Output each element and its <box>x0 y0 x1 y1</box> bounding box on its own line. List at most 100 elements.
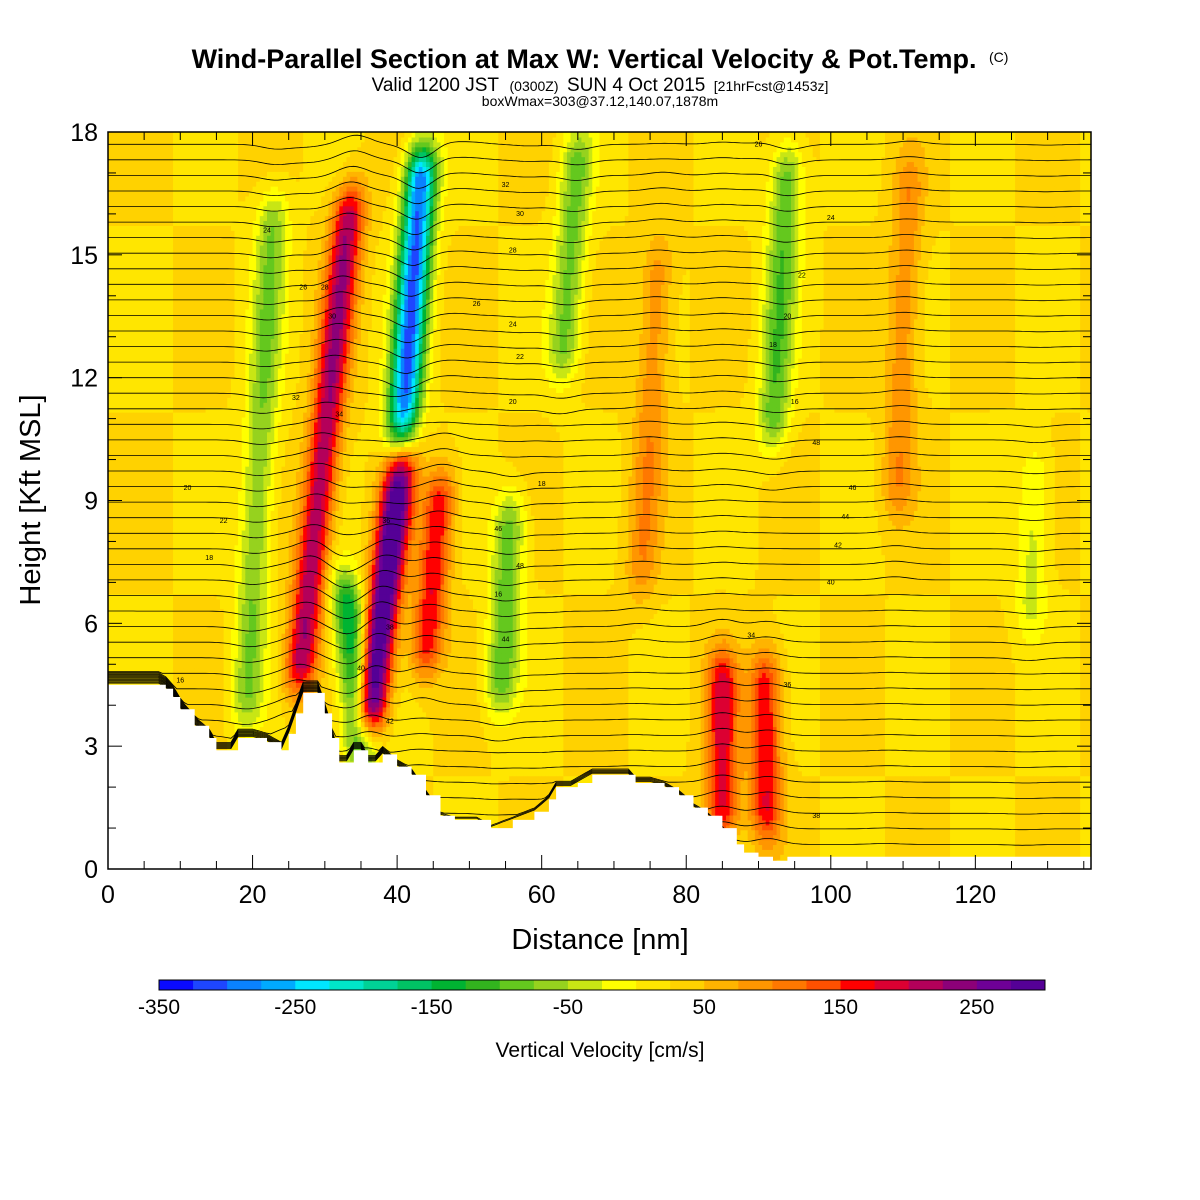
velocity-cell <box>133 599 137 605</box>
velocity-cell <box>166 584 170 590</box>
velocity-cell <box>159 240 163 246</box>
velocity-cell <box>144 417 148 423</box>
velocity-cell <box>130 584 134 590</box>
velocity-cell <box>126 353 130 359</box>
velocity-cell <box>195 540 199 546</box>
velocity-cell <box>213 648 217 654</box>
velocity-cell <box>130 378 134 384</box>
velocity-cell <box>198 574 202 580</box>
velocity-cell <box>162 137 166 143</box>
velocity-cell <box>122 304 126 310</box>
velocity-cell <box>184 658 188 664</box>
velocity-cell <box>144 157 148 163</box>
velocity-cell <box>202 505 206 511</box>
velocity-cell <box>213 535 217 541</box>
velocity-cell <box>206 589 210 595</box>
velocity-cell <box>202 245 206 251</box>
velocity-cell <box>202 687 206 693</box>
velocity-cell <box>206 510 210 516</box>
velocity-cell <box>162 442 166 448</box>
velocity-cell <box>180 510 184 516</box>
velocity-cell <box>126 628 130 634</box>
velocity-cell <box>188 191 192 197</box>
velocity-cell <box>162 378 166 384</box>
velocity-cell <box>202 294 206 300</box>
velocity-cell <box>209 618 213 624</box>
velocity-cell <box>122 599 126 605</box>
velocity-cell <box>191 451 195 457</box>
velocity-cell <box>115 412 119 418</box>
velocity-cell <box>216 717 220 723</box>
velocity-cell <box>133 505 137 511</box>
velocity-cell <box>115 402 119 408</box>
velocity-cell <box>220 535 224 541</box>
velocity-cell <box>130 604 134 610</box>
velocity-cell <box>155 255 159 261</box>
velocity-cell <box>177 387 181 393</box>
velocity-cell <box>169 648 173 654</box>
velocity-cell <box>166 152 170 158</box>
velocity-cell <box>155 338 159 344</box>
velocity-cell <box>180 618 184 624</box>
velocity-cell <box>202 314 206 320</box>
velocity-cell <box>184 427 188 433</box>
velocity-cell <box>191 643 195 649</box>
velocity-cell <box>169 589 173 595</box>
velocity-cell <box>180 225 184 231</box>
velocity-cell <box>180 594 184 600</box>
velocity-cell <box>137 417 141 423</box>
velocity-cell <box>216 618 220 624</box>
velocity-cell <box>191 564 195 570</box>
velocity-cell <box>133 319 137 325</box>
velocity-cell <box>148 181 152 187</box>
velocity-cell <box>115 564 119 570</box>
velocity-cell <box>220 476 224 482</box>
velocity-cell <box>169 216 173 222</box>
velocity-cell <box>133 432 137 438</box>
velocity-cell <box>195 260 199 266</box>
velocity-cell <box>195 594 199 600</box>
velocity-cell <box>173 314 177 320</box>
velocity-cell <box>173 658 177 664</box>
velocity-cell <box>195 451 199 457</box>
velocity-cell <box>169 545 173 551</box>
velocity-cell <box>119 181 123 187</box>
velocity-cell <box>144 633 148 639</box>
velocity-cell <box>184 530 188 536</box>
velocity-cell <box>180 643 184 649</box>
velocity-cell <box>213 697 217 703</box>
velocity-cell <box>166 333 170 339</box>
velocity-cell <box>130 152 134 158</box>
velocity-cell <box>112 176 116 182</box>
velocity-cell <box>122 623 126 629</box>
velocity-cell <box>141 481 145 487</box>
velocity-cell <box>141 309 145 315</box>
velocity-cell <box>122 446 126 452</box>
velocity-cell <box>133 230 137 236</box>
velocity-cell <box>202 353 206 359</box>
velocity-cell <box>126 668 130 674</box>
velocity-cell <box>115 481 119 487</box>
velocity-cell <box>216 437 220 443</box>
velocity-cell <box>169 211 173 217</box>
velocity-cell <box>191 304 195 310</box>
velocity-cell <box>151 437 155 443</box>
velocity-cell <box>133 378 137 384</box>
velocity-cell <box>122 569 126 575</box>
velocity-cell <box>130 387 134 393</box>
velocity-cell <box>191 220 195 226</box>
velocity-cell <box>224 525 228 531</box>
velocity-cell <box>202 446 206 452</box>
velocity-cell <box>213 333 217 339</box>
velocity-cell <box>166 343 170 349</box>
velocity-cell <box>202 520 206 526</box>
velocity-cell <box>126 250 130 256</box>
velocity-cell <box>184 274 188 280</box>
velocity-cell <box>144 604 148 610</box>
velocity-cell <box>216 137 220 143</box>
velocity-cell <box>151 451 155 457</box>
velocity-cell <box>202 343 206 349</box>
velocity-cell <box>148 461 152 467</box>
velocity-cell <box>188 564 192 570</box>
velocity-cell <box>173 530 177 536</box>
